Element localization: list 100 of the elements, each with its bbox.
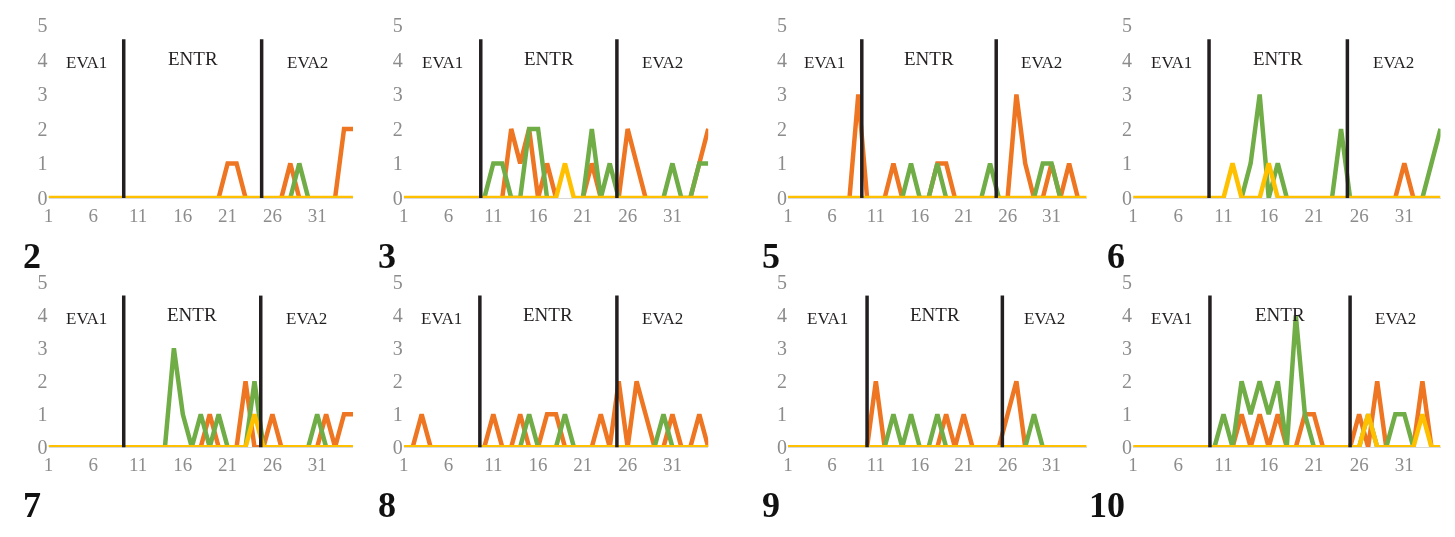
text: 6 [1107,236,1125,276]
annotation: EVA1 [1151,309,1193,328]
x-tick-label: 6 [827,454,837,476]
y-tick-label: 0 [1122,436,1133,459]
y-tick-label: 4 [777,48,787,71]
x-tick-label: 16 [910,454,930,476]
x-tick-label: 21 [954,204,974,226]
annotation: EVA2 [1021,53,1063,72]
x-tick-label: 21 [573,204,593,226]
x-tick-label: 16 [528,454,548,476]
annotation: EVA1 [1151,53,1193,72]
y-tick-label: 3 [1122,337,1133,360]
annotation: EVA2 [1375,309,1417,328]
y-tick-label: 4 [777,304,787,327]
y-tick-label: 2 [37,117,48,140]
y-tick-label: 3 [37,83,48,106]
y-tick-label: 5 [777,271,787,294]
annotation: EVA1 [807,309,849,328]
y-tick-label: 5 [392,271,403,294]
x-tick-label: 26 [998,204,1018,226]
x-tick-label: 21 [218,454,238,476]
x-tick-label: 11 [484,454,503,476]
x-tick-label: 6 [88,454,99,476]
y-tick-label: 2 [777,370,787,393]
x-tick-label: 11 [484,204,503,226]
y-tick-label: 5 [1122,14,1133,37]
y-tick-label: 4 [37,304,48,327]
x-tick-label: 6 [443,454,454,476]
annotation: ENTR [167,304,217,325]
y-tick-label: 1 [777,403,787,426]
y-tick-label: 5 [37,271,48,294]
y-tick-label: 4 [392,304,403,327]
y-tick-label: 3 [1122,83,1133,106]
y-tick-label: 1 [37,403,48,426]
x-tick-label: 26 [262,454,282,476]
y-tick-label: 2 [1122,117,1133,140]
y-tick-label: 2 [777,117,787,140]
y-tick-label: 1 [392,152,403,175]
annotation: ENTR [910,304,960,325]
annotation: EVA1 [422,53,464,72]
x-tick-label: 31 [1042,454,1062,476]
y-tick-label: 3 [777,337,787,360]
y-tick-label: 1 [1122,152,1133,175]
x-tick-label: 16 [1259,204,1279,226]
x-tick-label: 31 [307,454,327,476]
y-tick-label: 2 [392,117,403,140]
y-tick-label: 2 [37,370,48,393]
annotation: ENTR [904,48,954,69]
y-tick-label: 3 [37,337,48,360]
y-tick-label: 5 [1122,271,1133,294]
x-tick-label: 26 [262,204,282,226]
x-tick-label: 11 [128,454,148,476]
x-tick-label: 16 [910,204,930,226]
x-tick-label: 26 [1349,204,1369,226]
annotation: EVA2 [1373,53,1415,72]
annotation: ENTR [1253,48,1303,69]
annotation: EVA2 [1024,309,1066,328]
x-tick-label: 31 [1394,204,1414,226]
text: 8 [378,485,396,525]
x-tick-label: 31 [662,204,682,226]
annotation: EVA1 [66,53,108,72]
text: 9 [762,485,780,525]
x-tick-label: 6 [1173,204,1184,226]
x-tick-label: 11 [866,454,885,476]
y-tick-label: 0 [392,186,403,209]
y-tick-label: 3 [777,83,787,106]
x-tick-label: 26 [1349,454,1369,476]
y-tick-label: 4 [1122,48,1133,71]
x-tick-label: 31 [307,204,327,226]
y-tick-label: 3 [392,337,403,360]
y-tick-label: 0 [777,186,787,209]
x-tick-label: 21 [954,454,974,476]
y-tick-label: 0 [392,436,403,459]
y-tick-label: 4 [37,48,48,71]
y-tick-label: 1 [392,403,403,426]
x-tick-label: 31 [1394,454,1414,476]
y-tick-label: 0 [1122,186,1133,209]
y-tick-label: 1 [1122,403,1133,426]
annotation: ENTR [1255,304,1305,325]
x-tick-label: 26 [998,454,1018,476]
annotation: EVA1 [421,309,463,328]
y-tick-label: 2 [392,370,403,393]
y-tick-label: 4 [392,48,403,71]
annotation: ENTR [523,304,573,325]
y-tick-label: 5 [392,14,403,37]
y-tick-label: 1 [777,152,787,175]
annotation: EVA2 [642,309,684,328]
x-tick-label: 26 [618,204,638,226]
y-tick-label: 0 [37,436,48,459]
x-tick-label: 11 [128,204,148,226]
y-tick-label: 2 [1122,370,1133,393]
x-tick-label: 6 [827,204,837,226]
y-tick-label: 0 [37,186,48,209]
annotation: ENTR [168,48,218,69]
annotation: EVA2 [287,53,329,72]
text: 10 [1089,485,1125,525]
x-tick-label: 16 [173,204,193,226]
y-tick-label: 4 [1122,304,1133,327]
x-tick-label: 21 [573,454,593,476]
annotation: EVA2 [286,309,328,328]
